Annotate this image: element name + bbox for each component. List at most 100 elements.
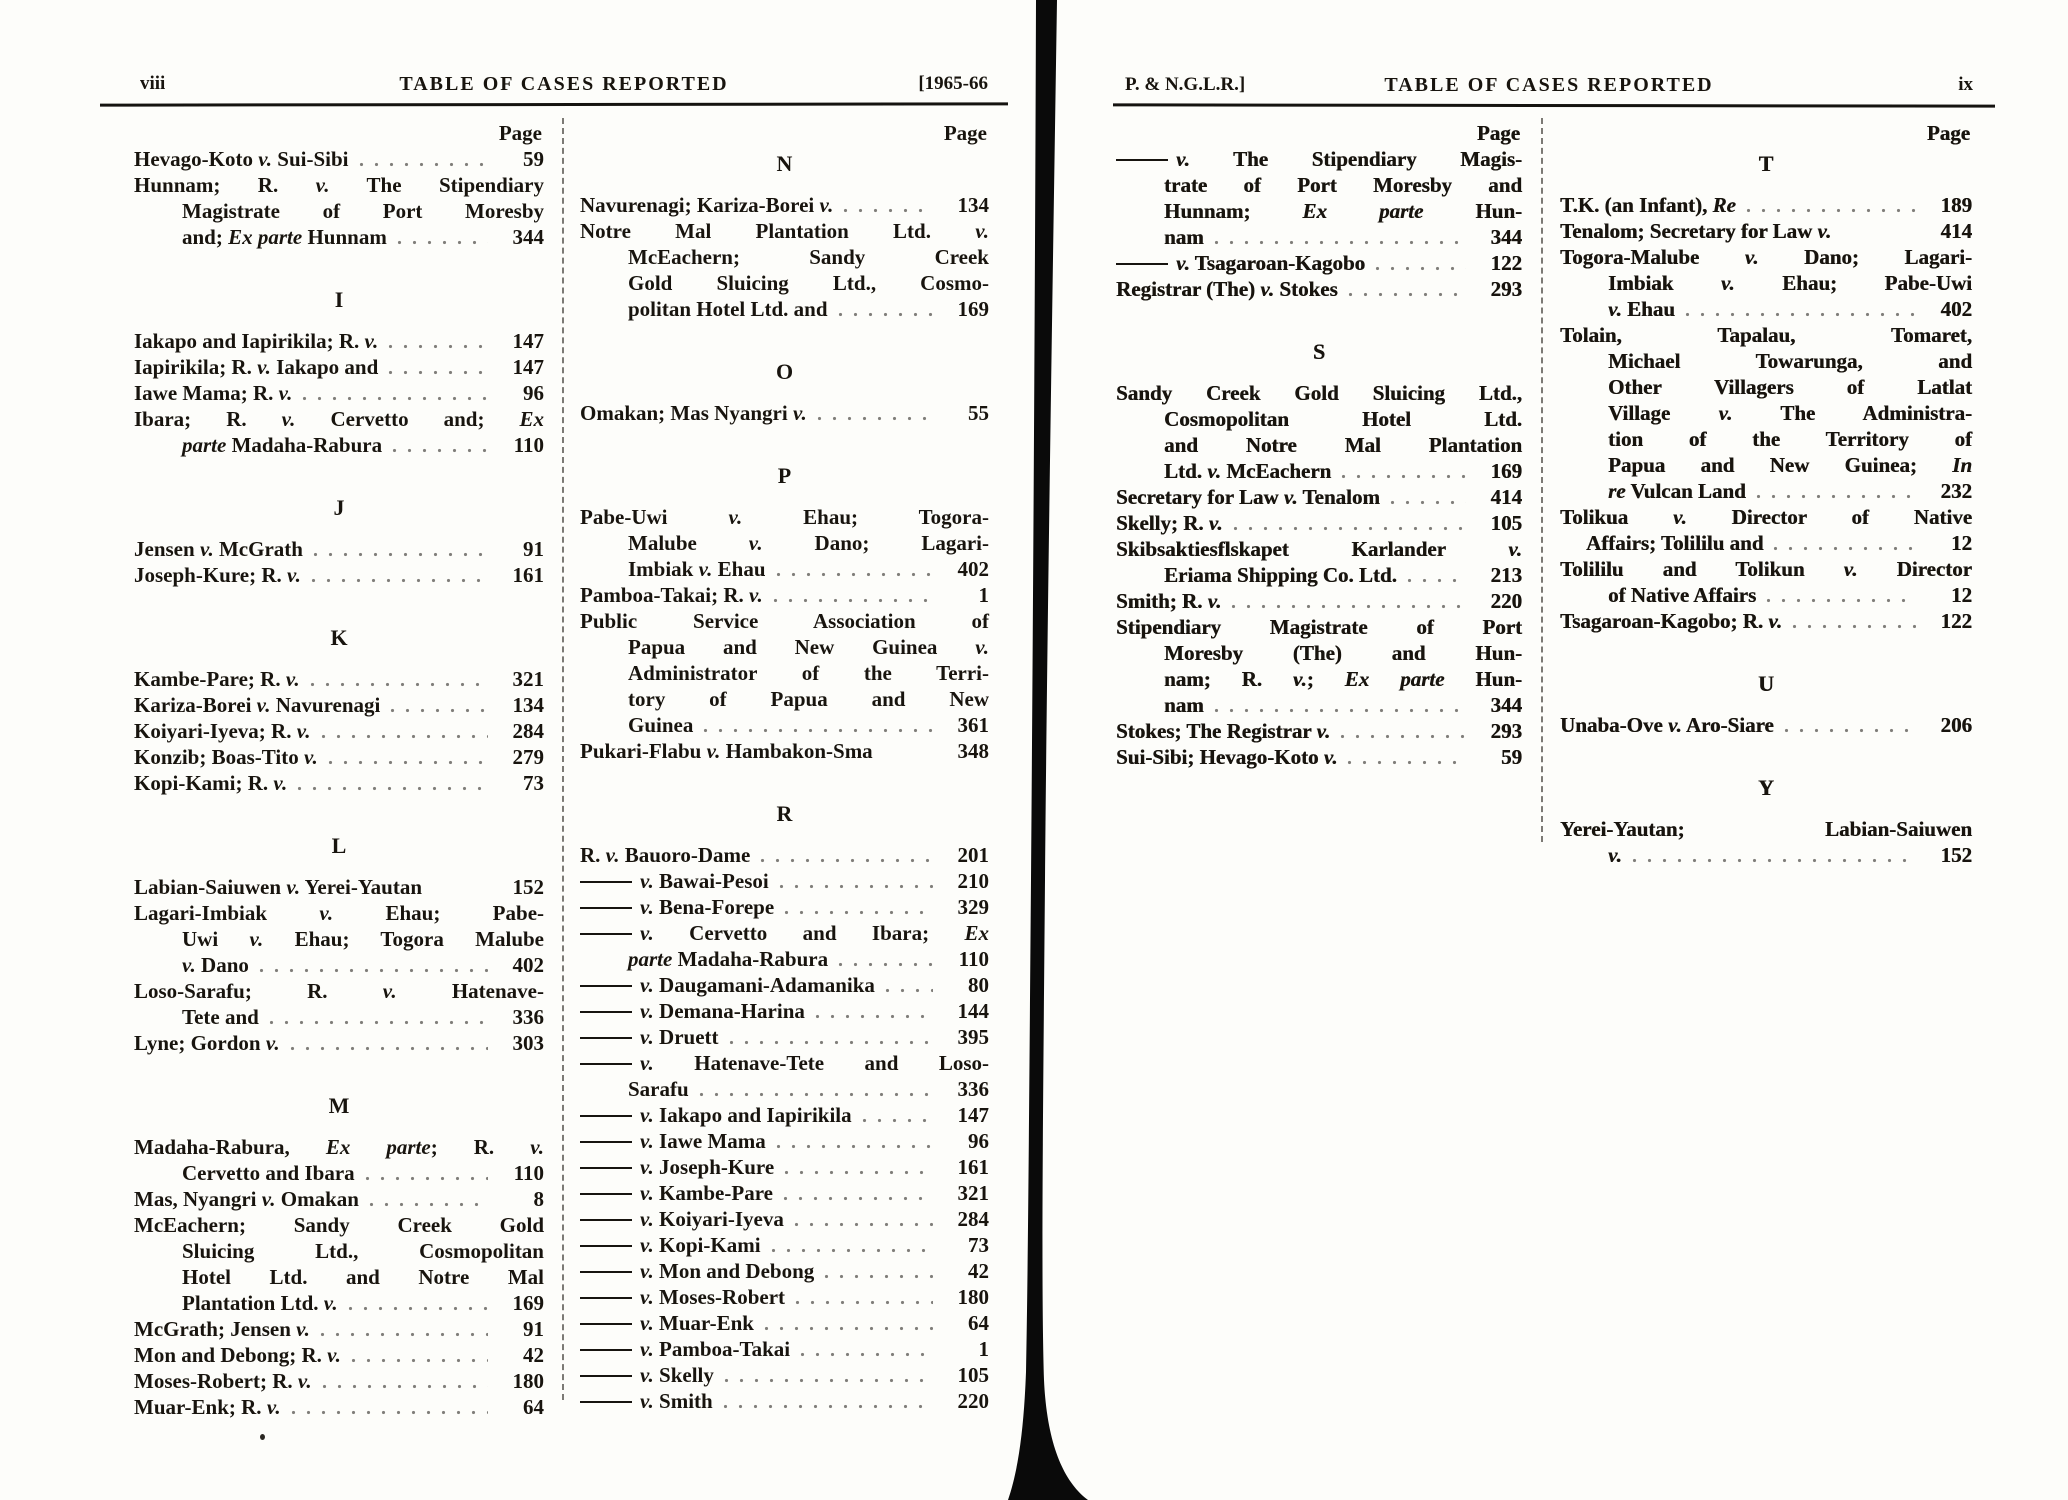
case-entry-line: Tolikua v. Director of Native <box>1560 504 1972 530</box>
case-entry-line: McEachern; Sandy Creek <box>580 244 989 270</box>
case-text: v. Smith <box>580 1388 713 1414</box>
page-left-header: viii TABLE OF CASES REPORTED [1965-66 <box>140 72 988 98</box>
leader-dots <box>327 759 488 766</box>
case-text: v. Koiyari-Iyeva <box>580 1206 784 1232</box>
case-entry-line: McEachern; Sandy Creek Gold <box>134 1212 544 1238</box>
case-entry-line: Iapirikila; R. v. Iakapo and 147 <box>134 354 544 380</box>
leader-dots <box>1213 239 1466 246</box>
case-entry-line: Koiyari-Iyeva; R. v. 284 <box>134 718 544 744</box>
dash-rule <box>580 1322 632 1325</box>
page-number: 402 <box>957 557 990 581</box>
case-text: Stokes; The Registrar v. <box>1116 719 1331 743</box>
case-entry-line: Togora-Malube v. Dano; Lagari- <box>1560 244 1972 270</box>
case-text: Cervetto and Ibara <box>182 1161 355 1185</box>
case-text: Sui-Sibi; Hevago-Koto v. <box>1116 745 1338 769</box>
column-left-1: Page Hevago-Koto v. Sui-Sibi 59 Hunnam; R. … <box>134 120 544 1420</box>
leader-dots <box>816 415 933 422</box>
case-entry-line: Public Service Association of <box>580 608 989 634</box>
case-text: v. Moses-Robert <box>580 1284 785 1310</box>
page-number: 210 <box>957 869 990 893</box>
case-entry: Kariza-Borei v. Navurenagi 134 <box>134 692 544 718</box>
leader-dots <box>268 1019 488 1026</box>
case-entry-line: Labian-Saiuwen v. Yerei-Yautan 152 <box>134 874 544 900</box>
page-number: 152 <box>512 875 545 899</box>
page-number: 201 <box>957 843 990 867</box>
case-text: and; Ex parte Hunnam <box>182 225 387 249</box>
case-entry-line: Affairs; Tolililu and 12 <box>1560 530 1972 556</box>
dash-rule <box>580 1374 632 1377</box>
section-letter: S <box>1312 339 1326 364</box>
case-entry-line: Ltd. v. McEachern 169 <box>1116 458 1522 484</box>
case-entry-line: Guinea 361 <box>580 712 989 738</box>
section-letter: U <box>1758 671 1774 696</box>
column-divider-right <box>1541 118 1543 842</box>
page-number: 64 <box>523 1395 544 1419</box>
case-text: Kopi-Kami; R. v. <box>134 771 288 795</box>
case-entry: Iakapo and Iapirikila; R. v. 147 <box>134 328 544 354</box>
dash-rule <box>1116 262 1168 265</box>
case-text: v. Bena-Forepe <box>580 894 774 920</box>
case-text: v. Daugamani-Adamanika <box>580 972 875 998</box>
page-number: 1 <box>978 1337 990 1361</box>
leader-dots <box>698 1091 933 1098</box>
case-entry: Secretary for Law v. Tenalom 414 <box>1116 484 1522 510</box>
case-text: Magistrate of Port Moresby <box>182 199 544 223</box>
case-entry-line: Sluicing Ltd., Cosmopolitan <box>134 1238 544 1264</box>
page-number: 206 <box>1940 713 1973 737</box>
case-text: McEachern; Sandy Creek Gold <box>134 1213 544 1237</box>
page-number: 64 <box>968 1311 989 1335</box>
leader-dots <box>368 1201 488 1208</box>
leader-dots <box>297 785 488 792</box>
case-text: Moresby (The) and Hun- <box>1164 641 1522 665</box>
page-number: 59 <box>523 147 544 171</box>
case-entry-line: Plantation Ltd. v. 169 <box>134 1290 544 1316</box>
case-entry-line: Hotel Ltd. and Notre Mal <box>134 1264 544 1290</box>
case-entry: v. The Stipendiary Magis-trate of Port M… <box>1116 146 1522 250</box>
case-entry-line: v. Joseph-Kure 161 <box>580 1154 989 1180</box>
leader-dots <box>312 551 488 558</box>
case-text: Sarafu <box>628 1077 689 1101</box>
case-entry: Sandy Creek Gold Sluicing Ltd., Cosmopoli… <box>1116 380 1522 484</box>
dash-rule <box>580 1400 632 1403</box>
case-text: v. Tsagaroan-Kagobo <box>1116 250 1365 276</box>
header-rule-left <box>99 102 1009 107</box>
case-entry-line: Cosmopolitan Hotel Ltd. <box>1116 406 1522 432</box>
page-number: 414 <box>1490 485 1523 509</box>
case-text: Public Service Association of <box>580 609 989 633</box>
case-entry: Loso-Sarafu; R. v. Hatenave- Tete and 336 <box>134 978 544 1030</box>
case-entry-line: Kopi-Kami; R. v. 73 <box>134 770 544 796</box>
case-entry: v. Mon and Debong 42 <box>580 1258 989 1284</box>
case-entry-line: v. Hatenave-Tete and Loso- <box>580 1050 989 1076</box>
page-number: 169 <box>957 297 990 321</box>
case-entry: v. Bena-Forepe 329 <box>580 894 989 920</box>
page-number: 12 <box>1951 531 1972 555</box>
case-entry: McEachern; Sandy Creek Gold Sluicing Ltd.… <box>134 1212 544 1316</box>
case-entry: v. Pamboa-Takai 1 <box>580 1336 989 1362</box>
case-entry: v. Muar-Enk 64 <box>580 1310 989 1336</box>
case-text: Madaha-Rabura, Ex parte; R. v. <box>134 1135 544 1159</box>
case-entry-line: Cervetto and Ibara 110 <box>134 1160 544 1186</box>
case-text: Administrator of the Terri- <box>628 661 989 685</box>
case-entry: Mon and Debong; R. v. 42 <box>134 1342 544 1368</box>
case-entry: Public Service Association of Papua and N… <box>580 608 989 738</box>
case-entry-line: Konzib; Boas-Tito v. 279 <box>134 744 544 770</box>
leader-dots <box>396 239 488 246</box>
page-number: 147 <box>512 355 545 379</box>
case-entry: Madaha-Rabura, Ex parte; R. v. Cervetto a… <box>134 1134 544 1186</box>
dash-rule <box>580 1166 632 1169</box>
case-text: McGrath; Jensen v. <box>134 1317 310 1341</box>
case-entry-line: Pabe-Uwi v. Ehau; Togora- <box>580 504 989 530</box>
case-text: v. Druett <box>580 1024 719 1050</box>
case-text: Affairs; Tolililu and <box>1586 531 1764 555</box>
page-number: 161 <box>512 563 545 587</box>
case-entry-line: Unaba-Ove v. Aro-Siare 206 <box>1560 712 1972 738</box>
case-text: Notre Mal Plantation Ltd. v. <box>580 219 989 243</box>
dash-rule <box>580 1270 632 1273</box>
case-entry: McGrath; Jensen v. 91 <box>134 1316 544 1342</box>
leader-dots <box>1213 707 1466 714</box>
case-entry-line: Skibsaktiesflskapet Karlander v. <box>1116 536 1522 562</box>
case-text: Malube v. Dano; Lagari- <box>628 531 989 555</box>
case-entry: Jensen v. McGrath 91 <box>134 536 544 562</box>
case-entry-line: v. Cervetto and Ibara; Ex <box>580 920 989 946</box>
case-entry: v. Hatenave-Tete and Loso- Sarafu 336 <box>580 1050 989 1102</box>
